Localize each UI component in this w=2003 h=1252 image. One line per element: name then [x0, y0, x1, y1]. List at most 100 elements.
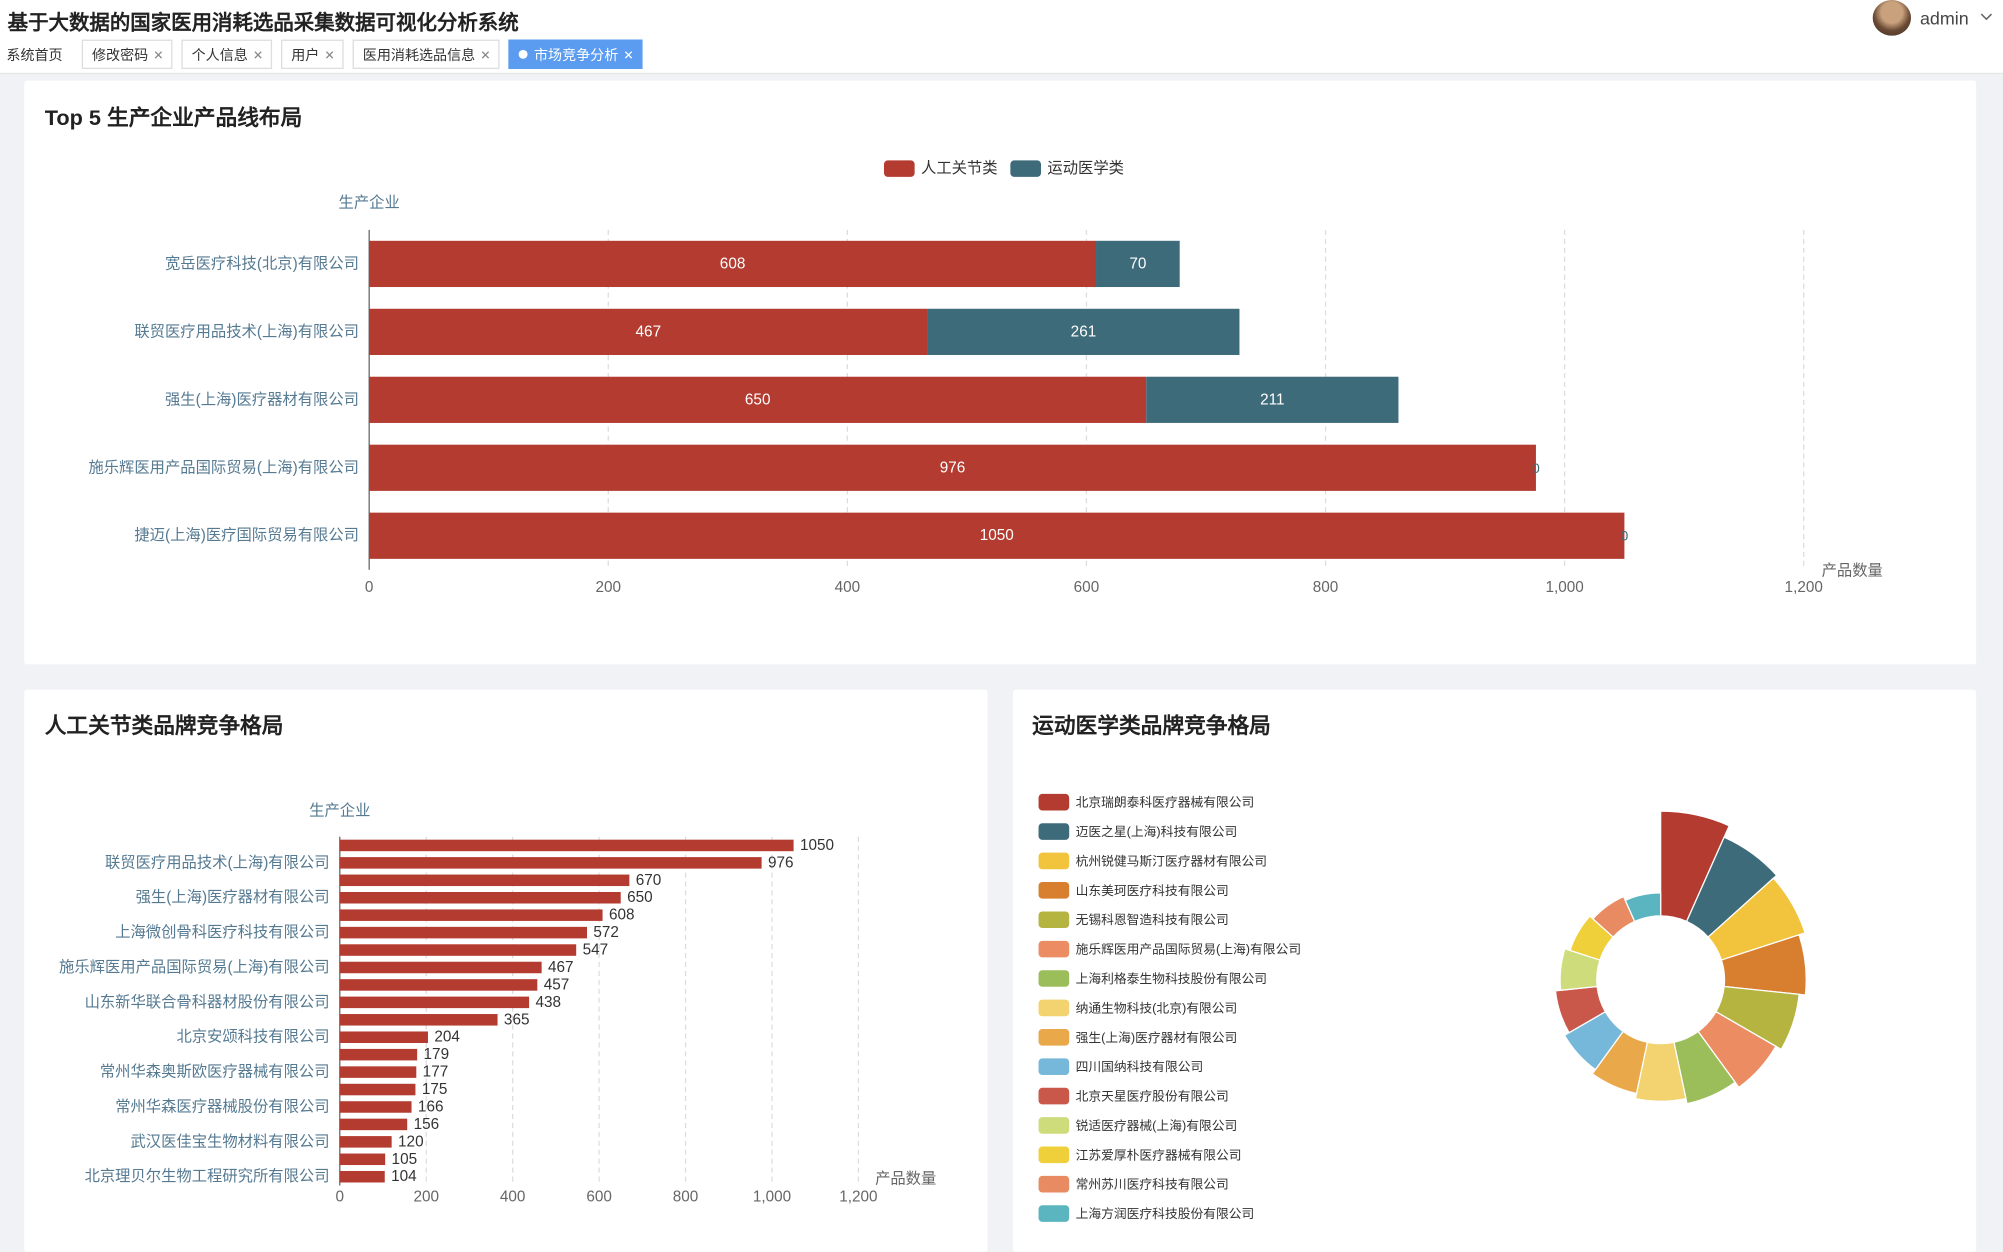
bar	[339, 1014, 498, 1026]
legend-swatch	[1038, 1087, 1070, 1105]
legend-swatch	[1038, 911, 1070, 929]
value-label: 104	[391, 1168, 417, 1185]
x-tick-label: 1,000	[753, 1188, 791, 1205]
value-label: 467	[548, 959, 574, 976]
value-label: 457	[544, 976, 570, 993]
legend-swatch	[1038, 1175, 1070, 1193]
legend-label: 运动医学类	[1047, 160, 1124, 177]
value-label: 156	[414, 1116, 440, 1133]
y-tick-label: 施乐辉医用产品国际贸易(上海)有限公司	[88, 459, 359, 476]
legend-swatch	[1038, 852, 1070, 870]
legend-label: 施乐辉医用产品国际贸易(上海)有限公司	[1076, 942, 1302, 957]
value-label: 211	[1260, 391, 1284, 408]
x-tick-label: 0	[365, 579, 374, 596]
legend-swatch	[1038, 1058, 1070, 1075]
tab[interactable]: 市场竞争分析	[508, 39, 643, 69]
legend-label: 强生(上海)医疗器材有限公司	[1076, 1030, 1238, 1045]
chart-title: 运动医学类品牌竞争格局	[1032, 713, 1271, 738]
bar	[339, 857, 762, 869]
tab[interactable]: 修改密码	[81, 39, 173, 69]
value-label: 0	[1532, 460, 1540, 476]
value-label: 608	[720, 255, 746, 272]
tab-label: 医用消耗选品信息	[362, 47, 476, 64]
legend-swatch	[1010, 160, 1042, 177]
value-label: 166	[418, 1098, 444, 1115]
bar	[369, 240, 1097, 288]
x-tick-label: 800	[673, 1188, 699, 1205]
bar	[927, 308, 1240, 355]
y-tick-label: 常州华森医疗器械股份有限公司	[115, 1098, 329, 1115]
bar	[339, 874, 630, 887]
y-tick-label: 施乐辉医用产品国际贸易(上海)有限公司	[59, 959, 330, 976]
bar	[339, 961, 542, 974]
legend-swatch	[1038, 999, 1070, 1017]
value-label: 204	[434, 1029, 460, 1046]
bar	[339, 1031, 428, 1043]
bar	[339, 1066, 417, 1078]
rose-slice	[1563, 1010, 1624, 1071]
value-label: 572	[593, 924, 619, 941]
bar	[369, 444, 1536, 491]
value-label: 177	[423, 1064, 449, 1081]
y-tick-label: 北京安颂科技有限公司	[176, 1029, 329, 1046]
x-tick-label: 400	[835, 579, 861, 596]
rose-slice	[1569, 915, 1615, 961]
value-label: 608	[609, 907, 635, 924]
bar	[339, 839, 794, 852]
tab-close[interactable]	[154, 50, 163, 58]
value-label: 1050	[980, 527, 1014, 544]
legend-label: 上海利格泰生物科技股份有限公司	[1076, 971, 1268, 986]
tab-label: 市场竞争分析	[533, 47, 619, 64]
rose-slice	[1720, 933, 1807, 996]
tab-close[interactable]	[254, 50, 262, 58]
legend-swatch	[1038, 882, 1070, 899]
x-tick-label: 400	[500, 1188, 526, 1205]
tab[interactable]: 医用消耗选品信息	[352, 39, 500, 69]
value-label: 175	[422, 1081, 448, 1098]
bar	[339, 979, 538, 991]
legend-label: 无锡科恩智造科技有限公司	[1076, 912, 1229, 927]
legend-label: 锐适医疗器械(上海)有限公司	[1076, 1118, 1238, 1133]
rose-slice	[1660, 810, 1731, 923]
legend-swatch	[1038, 793, 1070, 811]
tab[interactable]: 用户	[281, 39, 344, 69]
value-label: 120	[398, 1133, 424, 1150]
bar	[339, 1048, 418, 1061]
bar	[1096, 240, 1180, 288]
rose-slice	[1592, 895, 1636, 938]
x-axis-name: 产品数量	[875, 1171, 936, 1188]
bar	[339, 1136, 392, 1148]
legend-label: 迈医之星(上海)科技有限公司	[1076, 824, 1238, 839]
avatar[interactable]	[1872, 0, 1912, 36]
tab[interactable]: 个人信息	[181, 39, 273, 69]
bar	[339, 944, 577, 956]
tab-close[interactable]	[481, 50, 490, 58]
value-label: 365	[504, 1011, 530, 1028]
legend-label: 北京瑞朗泰科医疗器械有限公司	[1076, 795, 1255, 810]
y-tick-label: 强生(上海)医疗器材有限公司	[165, 391, 359, 408]
user-menu-caret[interactable]	[1980, 11, 1993, 21]
tab-close[interactable]	[325, 50, 334, 58]
user-name[interactable]: admin	[1919, 7, 1969, 29]
y-axis-name: 生产企业	[339, 194, 400, 212]
rose-slice	[1634, 1041, 1687, 1102]
tab-close[interactable]	[624, 50, 633, 58]
bar	[339, 909, 603, 921]
y-tick-label: 常州华森奥斯欧医疗器械有限公司	[100, 1064, 330, 1081]
bar	[339, 926, 588, 939]
top-bar: 基于大数据的国家医用消耗选品采集数据可视化分析系统 admin	[0, 0, 2003, 36]
value-label: 467	[636, 323, 662, 340]
legend-label: 纳通生物科技(北京)有限公司	[1076, 1000, 1238, 1015]
y-tick-label: 北京理贝尔生物工程研究所有限公司	[85, 1168, 330, 1185]
legend-swatch	[1038, 823, 1070, 840]
legend-swatch	[1038, 970, 1070, 987]
x-tick-label: 800	[1313, 579, 1339, 596]
rose-slice	[1554, 985, 1607, 1034]
y-tick-label: 上海微创骨科医疗科技有限公司	[115, 924, 329, 941]
x-tick-label: 1,000	[1545, 579, 1583, 596]
tab[interactable]: 系统首页	[2, 39, 73, 69]
bar	[369, 376, 1147, 423]
rose-slice	[1591, 1030, 1649, 1095]
tab-bar: 系统首页 修改密码 个人信息 用户 医用消耗选品信息 市场竞争分析	[0, 35, 2003, 75]
y-tick-label: 武汉医佳宝生物材料有限公司	[131, 1133, 330, 1150]
